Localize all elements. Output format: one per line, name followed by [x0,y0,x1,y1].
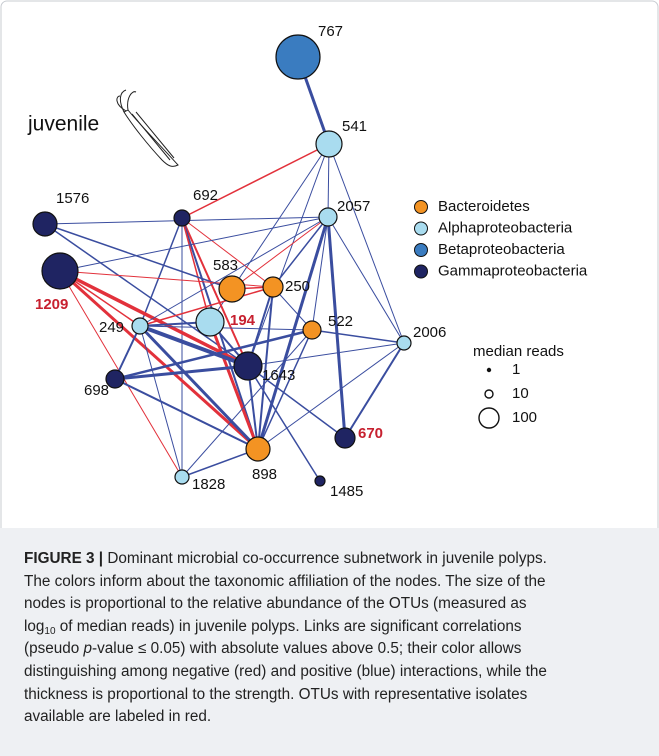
node-label: 1576 [56,190,89,207]
caption: FIGURE 3 | Dominant microbial co-occurre… [0,528,659,756]
caption-line: (pseudo p-value ≤ 0.05) with absolute va… [24,640,659,663]
subscript: 10 [44,626,55,637]
node-label: 522 [328,313,353,330]
node [276,35,320,79]
figure-label: FIGURE 3 | [24,550,103,567]
caption-line: FIGURE 3 | Dominant microbial co-occurre… [24,550,659,573]
size-label: 1 [512,361,520,378]
polyp-icon [117,90,178,166]
node-label: 1209 [35,296,68,313]
node [175,470,189,484]
node [397,336,411,350]
page: juvenile 767 541 2057 692 1576 1209 583 250 194 5… [0,0,659,756]
caption-line: log10 of median reads) in juvenile polyp… [24,618,659,641]
link [182,144,329,218]
node-label: 767 [318,23,343,40]
caption-text: log [24,618,44,635]
caption-line: distinguishing among negative (red) and … [24,663,659,686]
legend-swatch [415,244,428,257]
node-label: 2057 [337,198,370,215]
node [234,352,262,380]
link [258,330,312,449]
tag: juvenile [27,113,99,136]
node [263,277,283,297]
node-label: 249 [99,319,124,336]
legend-swatch [415,201,428,214]
size-swatch [485,390,493,398]
caption-line: available are labeled in red. [24,708,659,731]
node-label: 250 [285,278,310,295]
size-label: 10 [512,385,529,402]
node [335,428,355,448]
caption-text: of median reads) in juvenile polyps. Lin… [56,618,522,635]
italic: p [84,640,93,657]
node [303,321,321,339]
node [174,210,190,226]
node [319,208,337,226]
node [196,308,224,336]
size-label: 100 [512,409,537,426]
node-label: 1643 [262,367,295,384]
legend-label: Alphaproteobacteria [438,219,573,236]
node-label: 898 [252,466,277,483]
node [33,212,57,236]
node [315,476,325,486]
size-swatch [488,369,491,372]
node-label: 583 [213,257,238,274]
node [316,131,342,157]
link [140,218,182,326]
node-label: 698 [84,382,109,399]
node-label: 2006 [413,324,446,341]
link [140,326,312,330]
node-label: 194 [230,312,256,329]
node-label: 670 [358,425,383,442]
node [42,253,78,289]
legend-label: Bacteroidetes [438,198,530,215]
node [132,318,148,334]
link [248,343,404,366]
caption-line: thickness is proportional to the strengt… [24,686,659,709]
link [140,326,258,449]
size-swatch [479,408,499,428]
caption-text: (pseudo [24,640,84,657]
legend-label: Betaproteobacteria [438,241,565,258]
legend-label: Gammaproteobacteria [438,262,588,279]
node-label: 541 [342,118,367,135]
figure: juvenile 767 541 2057 692 1576 1209 583 250 194 5… [0,0,659,528]
link [312,330,404,343]
caption-line: nodes is proportional to the relative ab… [24,595,659,618]
legend-swatch [415,265,428,278]
node [219,276,245,302]
legend-swatch [415,222,428,235]
link [345,343,404,438]
size-legend-title: median reads [473,343,564,360]
caption-line: The colors inform about the taxonomic af… [24,573,659,596]
caption-text: Dominant microbial co-occurrence subnetw… [103,550,547,567]
node-label: 692 [193,187,218,204]
node-label: 1828 [192,476,225,493]
caption-text: -value ≤ 0.05) with absolute values abov… [92,640,521,657]
node-label: 1485 [330,483,363,500]
node [246,437,270,461]
